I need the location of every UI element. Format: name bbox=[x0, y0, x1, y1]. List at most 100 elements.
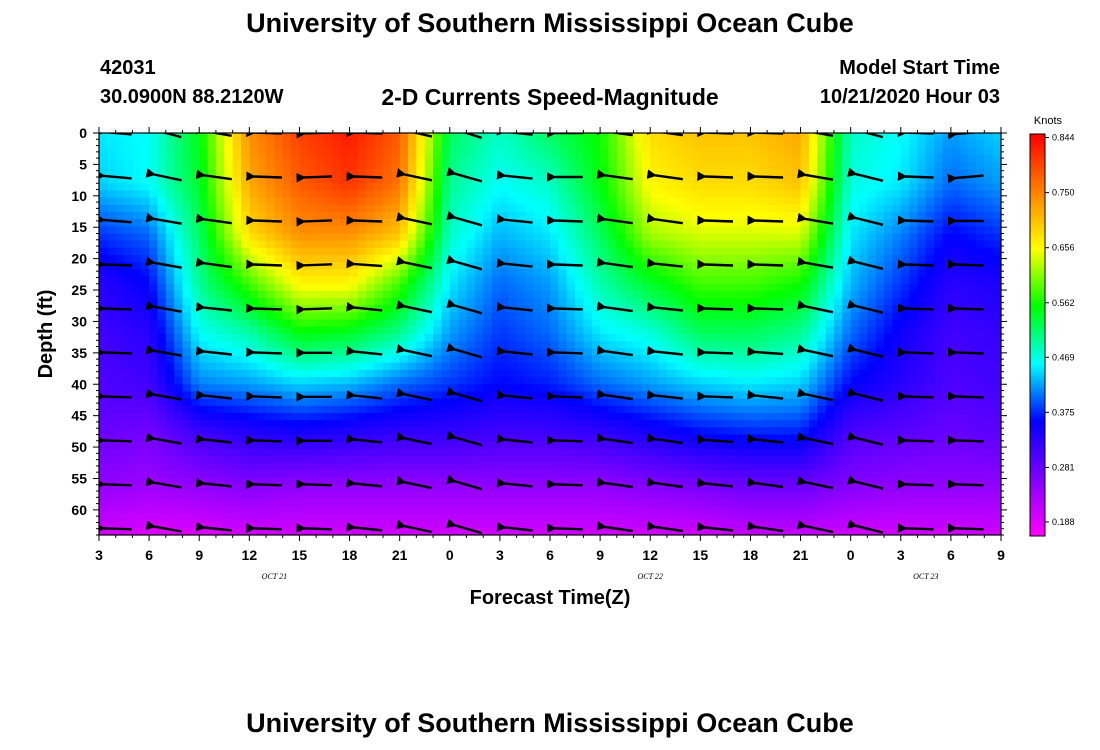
heatmap-cell bbox=[207, 434, 217, 443]
heatmap-cell bbox=[959, 262, 969, 270]
heatmap-cell bbox=[466, 412, 476, 421]
heatmap-cell bbox=[900, 197, 910, 206]
heatmap-cell bbox=[616, 154, 626, 163]
heatmap-cell bbox=[115, 283, 125, 292]
heatmap-cell bbox=[675, 348, 685, 357]
heatmap-cell bbox=[132, 312, 142, 321]
heatmap-cell bbox=[307, 240, 317, 249]
heatmap-cell bbox=[399, 441, 409, 450]
heatmap-cell bbox=[324, 147, 334, 156]
heatmap-cell bbox=[641, 391, 651, 400]
heatmap-cell bbox=[717, 176, 726, 184]
heatmap-cell bbox=[466, 255, 476, 263]
heatmap-cell bbox=[825, 290, 835, 299]
heatmap-cell bbox=[257, 341, 267, 349]
heatmap-cell bbox=[600, 341, 610, 349]
heatmap-cell bbox=[925, 283, 935, 292]
heatmap-cell bbox=[717, 334, 726, 342]
heatmap-cell bbox=[232, 420, 242, 428]
heatmap-cell bbox=[867, 211, 877, 220]
heatmap-cell bbox=[232, 133, 242, 141]
heatmap-cell bbox=[190, 377, 200, 385]
heatmap-cell bbox=[675, 434, 685, 443]
heatmap-cell bbox=[608, 197, 618, 206]
heatmap-cell bbox=[199, 197, 209, 206]
heatmap-cell bbox=[190, 262, 200, 270]
heatmap-cell bbox=[132, 276, 142, 285]
heatmap-cell bbox=[282, 384, 292, 393]
heatmap-cell bbox=[190, 255, 200, 263]
heatmap-cell bbox=[149, 334, 159, 342]
heatmap-cell bbox=[508, 197, 518, 206]
heatmap-cell bbox=[466, 355, 476, 364]
heatmap-cell bbox=[783, 283, 793, 292]
heatmap-cell bbox=[959, 183, 969, 192]
heatmap-cell bbox=[717, 377, 726, 385]
heatmap-cell bbox=[416, 448, 426, 457]
heatmap-cell bbox=[934, 362, 944, 371]
heatmap-cell bbox=[800, 147, 810, 156]
heatmap-cell bbox=[967, 219, 977, 227]
heatmap-cell bbox=[700, 161, 710, 170]
heatmap-cell bbox=[725, 384, 735, 393]
heatmap-cell bbox=[499, 233, 509, 242]
heatmap-cell bbox=[850, 355, 860, 364]
heatmap-cell bbox=[859, 247, 868, 256]
heatmap-cell bbox=[107, 319, 117, 328]
heatmap-cell bbox=[391, 219, 401, 227]
heatmap-cell bbox=[174, 168, 184, 177]
heatmap-cell bbox=[833, 147, 843, 156]
heatmap-cell bbox=[341, 326, 351, 335]
heatmap-cell bbox=[307, 377, 317, 385]
heatmap-cell bbox=[349, 197, 359, 206]
heatmap-cell bbox=[508, 161, 518, 170]
heatmap-cell bbox=[533, 269, 543, 278]
heatmap-cell bbox=[207, 362, 217, 371]
heatmap-cell bbox=[792, 290, 802, 299]
heatmap-cell bbox=[274, 269, 284, 278]
heatmap-cell bbox=[884, 412, 894, 421]
heatmap-cell bbox=[733, 334, 743, 342]
heatmap-cell bbox=[516, 377, 526, 385]
heatmap-cell bbox=[124, 448, 134, 457]
heatmap-cell bbox=[633, 377, 643, 385]
heatmap-cell bbox=[691, 176, 701, 184]
heatmap-cell bbox=[391, 140, 401, 148]
heatmap-cell bbox=[541, 441, 551, 450]
heatmap-cell bbox=[892, 226, 902, 235]
heatmap-cell bbox=[257, 211, 267, 220]
heatmap-cell bbox=[474, 362, 484, 371]
heatmap-cell bbox=[808, 255, 818, 263]
heatmap-cell bbox=[717, 441, 726, 450]
heatmap-cell bbox=[99, 298, 108, 306]
heatmap-cell bbox=[232, 369, 242, 378]
heatmap-cell bbox=[99, 147, 108, 156]
heatmap-cell bbox=[124, 140, 134, 148]
heatmap-cell bbox=[566, 312, 576, 321]
heatmap-cell bbox=[591, 290, 601, 299]
heatmap-cell bbox=[600, 247, 610, 256]
heatmap-cell bbox=[934, 391, 944, 400]
heatmap-cell bbox=[332, 233, 342, 242]
heatmap-cell bbox=[274, 384, 284, 393]
heatmap-cell bbox=[433, 298, 443, 306]
heatmap-cell bbox=[257, 240, 267, 249]
heatmap-cell bbox=[925, 269, 935, 278]
heatmap-cell bbox=[825, 312, 835, 321]
heatmap-cell bbox=[583, 190, 593, 199]
heatmap-cell bbox=[341, 190, 351, 199]
heatmap-cell bbox=[650, 197, 660, 206]
heatmap-cell bbox=[416, 240, 426, 249]
heatmap-cell bbox=[683, 140, 693, 148]
heatmap-cell bbox=[374, 161, 384, 170]
heatmap-cell bbox=[357, 219, 367, 227]
heatmap-cell bbox=[867, 269, 877, 278]
heatmap-cell bbox=[224, 154, 234, 163]
heatmap-cell bbox=[291, 334, 301, 342]
heatmap-cell bbox=[616, 269, 626, 278]
heatmap-cell bbox=[157, 441, 167, 450]
heatmap-cell bbox=[783, 298, 793, 306]
heatmap-cell bbox=[867, 334, 877, 342]
heatmap-cell bbox=[416, 176, 426, 184]
heatmap-cell bbox=[266, 355, 275, 364]
